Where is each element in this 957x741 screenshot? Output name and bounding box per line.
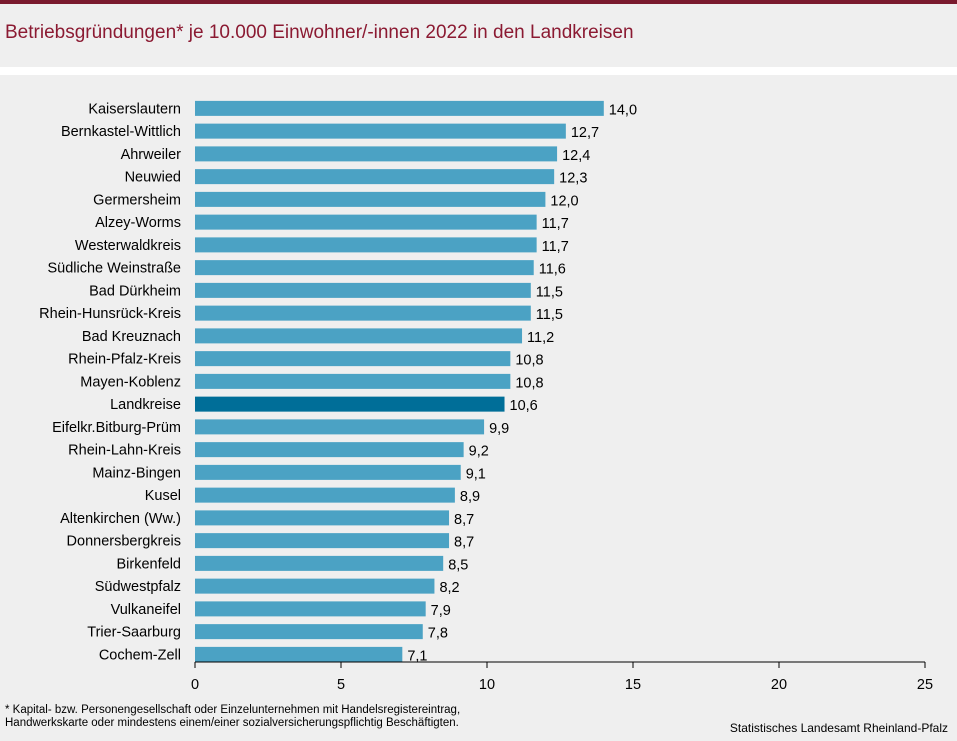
- category-label-0: Kaiserslautern: [88, 101, 181, 117]
- value-label-2: 12,4: [562, 148, 590, 164]
- bar-9: [195, 305, 531, 321]
- bar-15: [195, 442, 464, 458]
- source-label: Statistisches Landesamt Rheinland-Pfalz: [729, 721, 948, 735]
- value-label-21: 8,2: [439, 580, 459, 596]
- category-label-16: Mainz-Bingen: [92, 465, 181, 481]
- top-accent-bar: [0, 0, 957, 4]
- category-label-18: Altenkirchen (Ww.): [60, 511, 181, 527]
- value-label-20: 8,5: [448, 557, 468, 573]
- x-tick-label-1: 5: [337, 677, 345, 693]
- value-label-11: 10,8: [515, 353, 543, 369]
- bar-18: [195, 510, 450, 526]
- header-separator: [0, 67, 957, 75]
- value-label-5: 11,7: [542, 216, 569, 232]
- bar-24: [195, 646, 403, 662]
- value-label-23: 7,8: [428, 626, 448, 642]
- x-tick-label-5: 25: [917, 677, 933, 693]
- category-label-6: Westerwaldkreis: [75, 238, 181, 254]
- x-tick-label-2: 10: [479, 677, 495, 693]
- bar-0: [195, 100, 604, 116]
- category-label-24: Cochem-Zell: [99, 647, 181, 663]
- value-label-15: 9,2: [469, 444, 489, 460]
- category-label-21: Südwestpfalz: [95, 579, 181, 595]
- value-label-12: 10,8: [515, 375, 543, 391]
- category-label-12: Mayen-Koblenz: [80, 374, 181, 390]
- bar-12: [195, 373, 511, 389]
- bar-19: [195, 533, 450, 549]
- value-label-4: 12,0: [550, 193, 578, 209]
- bar-13: [195, 396, 505, 412]
- bar-21: [195, 578, 435, 594]
- value-label-14: 9,9: [489, 421, 509, 437]
- category-label-4: Germersheim: [93, 192, 181, 208]
- value-label-18: 8,7: [454, 512, 474, 528]
- bar-16: [195, 464, 461, 480]
- category-label-13: Landkreise: [110, 397, 181, 413]
- category-label-7: Südliche Weinstraße: [47, 261, 181, 277]
- category-label-15: Rhein-Lahn-Kreis: [68, 443, 181, 459]
- bar-14: [195, 419, 485, 435]
- value-label-8: 11,5: [536, 284, 563, 300]
- value-label-16: 9,1: [466, 466, 486, 482]
- x-tick-label-4: 20: [771, 677, 787, 693]
- x-tick-label-3: 15: [625, 677, 641, 693]
- value-label-6: 11,7: [542, 239, 569, 255]
- bar-10: [195, 328, 523, 344]
- category-label-14: Eifelkr.Bitburg-Prüm: [52, 420, 181, 436]
- bar-2: [195, 146, 558, 162]
- bar-4: [195, 191, 546, 207]
- bar-11: [195, 351, 511, 367]
- bar-1: [195, 123, 566, 139]
- category-label-9: Rhein-Hunsrück-Kreis: [39, 306, 181, 322]
- category-label-23: Trier-Saarburg: [87, 625, 181, 641]
- category-label-17: Kusel: [145, 488, 181, 504]
- value-label-10: 11,2: [527, 330, 554, 346]
- category-label-8: Bad Dürkheim: [89, 283, 181, 299]
- chart-title: Betriebsgründungen* je 10.000 Einwohner/…: [5, 22, 634, 43]
- value-label-3: 12,3: [559, 171, 587, 187]
- value-label-24: 7,1: [407, 648, 427, 664]
- footnote-line-2: Handwerkskarte oder mindestens einem/ein…: [5, 717, 459, 729]
- bar-23: [195, 624, 423, 640]
- bar-22: [195, 601, 426, 617]
- bar-6: [195, 237, 537, 253]
- bar-5: [195, 214, 537, 230]
- bar-3: [195, 169, 555, 185]
- value-label-17: 8,9: [460, 489, 480, 505]
- bar-8: [195, 282, 531, 298]
- category-label-19: Donnersbergkreis: [67, 534, 181, 550]
- footnote: * Kapital- bzw. Personengesellschaft ode…: [5, 704, 565, 730]
- value-label-9: 11,5: [536, 307, 563, 323]
- category-label-1: Bernkastel-Wittlich: [61, 124, 181, 140]
- category-label-22: Vulkaneifel: [111, 602, 181, 618]
- category-label-10: Bad Kreuznach: [82, 329, 181, 345]
- bar-7: [195, 260, 534, 276]
- category-label-3: Neuwied: [125, 170, 181, 186]
- value-label-19: 8,7: [454, 535, 474, 551]
- value-label-0: 14,0: [609, 102, 637, 118]
- value-label-13: 10,6: [510, 398, 538, 414]
- category-label-20: Birkenfeld: [117, 556, 181, 572]
- bar-20: [195, 555, 444, 571]
- x-tick-label-0: 0: [191, 677, 199, 693]
- category-label-11: Rhein-Pfalz-Kreis: [68, 352, 181, 368]
- bar-17: [195, 487, 455, 503]
- value-label-22: 7,9: [431, 603, 451, 619]
- value-label-1: 12,7: [571, 125, 599, 141]
- footnote-line-1: * Kapital- bzw. Personengesellschaft ode…: [5, 704, 461, 716]
- category-label-2: Ahrweiler: [121, 147, 182, 163]
- category-label-5: Alzey-Worms: [95, 215, 181, 231]
- value-label-7: 11,6: [539, 262, 566, 278]
